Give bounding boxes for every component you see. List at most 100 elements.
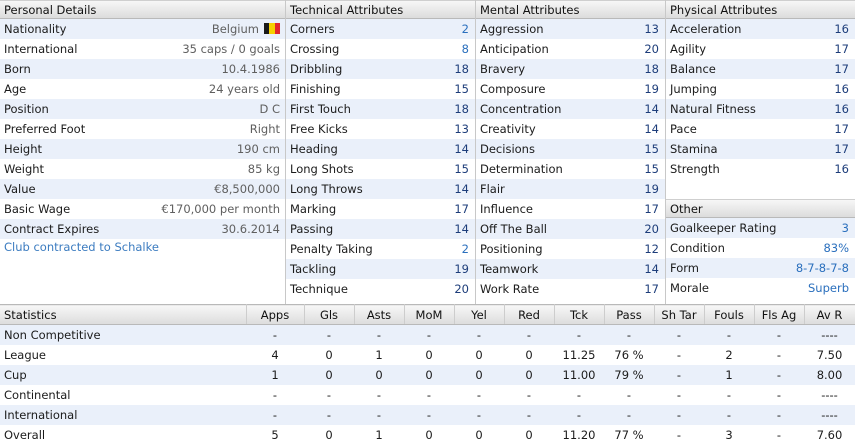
other-row-form: Form 8-7-8-7-8 — [666, 258, 855, 278]
stats-cell-gls: - — [304, 404, 354, 425]
stats-cell-sh-tar: - — [654, 324, 704, 345]
mental-value: 15 — [644, 162, 659, 176]
technical-label: Finishing — [290, 82, 341, 96]
stats-cell-red: 0 — [525, 427, 533, 442]
physical-value: 16 — [834, 22, 849, 36]
stats-cell-av-r: ---- — [804, 404, 855, 425]
stats-cell-fls-ag: - — [754, 324, 804, 345]
technical-label: Crossing — [290, 42, 340, 56]
personal-label: Value — [4, 182, 36, 196]
stats-cell-red: - — [526, 387, 532, 402]
stats-col-yel[interactable]: Yel — [454, 304, 505, 325]
physical-value: 16 — [834, 82, 849, 96]
physical-label: Stamina — [670, 142, 718, 156]
stats-cell-apps: - — [272, 387, 278, 402]
mental-value: 20 — [644, 222, 659, 236]
personal-label: Preferred Foot — [4, 122, 86, 136]
stats-cell-fls-ag: - — [776, 387, 782, 402]
mental-row-concentration: Concentration 14 — [476, 99, 665, 119]
physical-row-stamina: Stamina 17 — [666, 139, 855, 159]
technical-row-first-touch: First Touch 18 — [286, 99, 475, 119]
personal-label: International — [4, 42, 78, 56]
stats-col-statistics[interactable]: Statistics — [0, 304, 247, 325]
physical-label: Agility — [670, 42, 707, 56]
mental-row-flair: Flair 19 — [476, 179, 665, 199]
physical-label: Acceleration — [670, 22, 742, 36]
stats-col-pass[interactable]: Pass — [604, 304, 655, 325]
stats-col-mom[interactable]: MoM — [404, 304, 455, 325]
technical-label: Marking — [290, 202, 337, 216]
technical-label: Passing — [290, 222, 334, 236]
mental-label: Flair — [480, 182, 505, 196]
stats-cell-gls: - — [326, 387, 332, 402]
stats-cell-yel: 0 — [454, 364, 504, 385]
technical-row-long-throws: Long Throws 14 — [286, 179, 475, 199]
column-divider — [475, 0, 476, 304]
stats-col-fouls[interactable]: Fouls — [704, 304, 755, 325]
stats-col-sh-tar[interactable]: Sh Tar — [654, 304, 705, 325]
other-value: 3 — [841, 221, 849, 235]
technical-value: 8 — [461, 42, 469, 56]
mental-label: Bravery — [480, 62, 526, 76]
other-label: Form — [670, 261, 699, 275]
stats-cell-fouls: 3 — [725, 427, 733, 442]
other-label: Goalkeeper Rating — [670, 221, 777, 235]
stats-cell-asts: - — [354, 324, 404, 345]
stats-col-apps[interactable]: Apps — [246, 304, 305, 325]
physical-attributes-header: Physical Attributes — [666, 0, 855, 19]
stats-cell-tck: 11.20 — [562, 427, 596, 442]
stats-col-gls[interactable]: Gls — [304, 304, 355, 325]
stats-row-continental: Continental - - - - - - - - - - - ---- — [0, 385, 855, 405]
other-row-goalkeeper-rating: Goalkeeper Rating 3 — [666, 218, 855, 238]
personal-label: Weight — [4, 162, 45, 176]
physical-value: 17 — [834, 122, 849, 136]
stats-cell-yel: - — [454, 404, 504, 425]
physical-row-balance: Balance 17 — [666, 59, 855, 79]
technical-label: Tackling — [290, 262, 337, 276]
stats-cell-gls: 0 — [325, 347, 333, 362]
mental-row-work-rate: Work Rate 17 — [476, 279, 665, 299]
mental-attributes-header: Mental Attributes — [476, 0, 665, 19]
stats-cell-fls-ag: - — [754, 364, 804, 385]
mental-row-influence: Influence 17 — [476, 199, 665, 219]
mental-row-creativity: Creativity 14 — [476, 119, 665, 139]
technical-row-tackling: Tackling 19 — [286, 259, 475, 279]
club-contracted-link[interactable]: Club contracted to Schalke — [4, 240, 159, 254]
stats-col-asts[interactable]: Asts — [354, 304, 405, 325]
stats-col-red[interactable]: Red — [504, 304, 555, 325]
stats-cell-yel: 0 — [475, 427, 483, 442]
stats-cell-statistics: Non Competitive — [0, 324, 246, 345]
stats-cell-asts: 1 — [375, 427, 383, 442]
stats-cell-tck: - — [554, 324, 604, 345]
personal-details-panel: Personal Details Nationality Belgium Inter… — [0, 0, 285, 257]
personal-row-height: Height 190 cm — [0, 139, 285, 159]
other-label: Morale — [670, 281, 710, 295]
personal-row-international: International 35 caps / 0 goals — [0, 39, 285, 59]
stats-cell-fouls: 1 — [704, 364, 754, 385]
technical-row-free-kicks: Free Kicks 13 — [286, 119, 475, 139]
technical-label: Corners — [290, 22, 335, 36]
physical-row-acceleration: Acceleration 16 — [666, 19, 855, 39]
physical-value: 17 — [834, 42, 849, 56]
personal-label: Contract Expires — [4, 222, 100, 236]
physical-row-strength: Strength 16 — [666, 159, 855, 179]
stats-cell-av-r: ---- — [804, 324, 855, 345]
stats-col-fls-ag[interactable]: Fls Ag — [754, 304, 805, 325]
stats-col-av-r[interactable]: Av R — [804, 304, 855, 325]
stats-row-non-competitive: Non Competitive - - - - - - - - - - - ---- — [0, 324, 855, 345]
other-header: Other — [666, 199, 855, 218]
mental-value: 18 — [644, 62, 659, 76]
personal-row-nationality: Nationality Belgium — [0, 19, 285, 39]
mental-value: 14 — [644, 122, 659, 136]
personal-label: Height — [4, 142, 43, 156]
personal-value: Belgium — [211, 22, 259, 36]
mental-label: Decisions — [480, 142, 535, 156]
mental-value: 19 — [644, 182, 659, 196]
stats-col-tck[interactable]: Tck — [554, 304, 605, 325]
physical-row-pace: Pace 17 — [666, 119, 855, 139]
mental-row-positioning: Positioning 12 — [476, 239, 665, 259]
stats-cell-sh-tar: - — [676, 427, 682, 442]
other-label: Condition — [670, 241, 725, 255]
personal-row-born: Born 10.4.1986 — [0, 59, 285, 79]
mental-label: Creativity — [480, 122, 536, 136]
